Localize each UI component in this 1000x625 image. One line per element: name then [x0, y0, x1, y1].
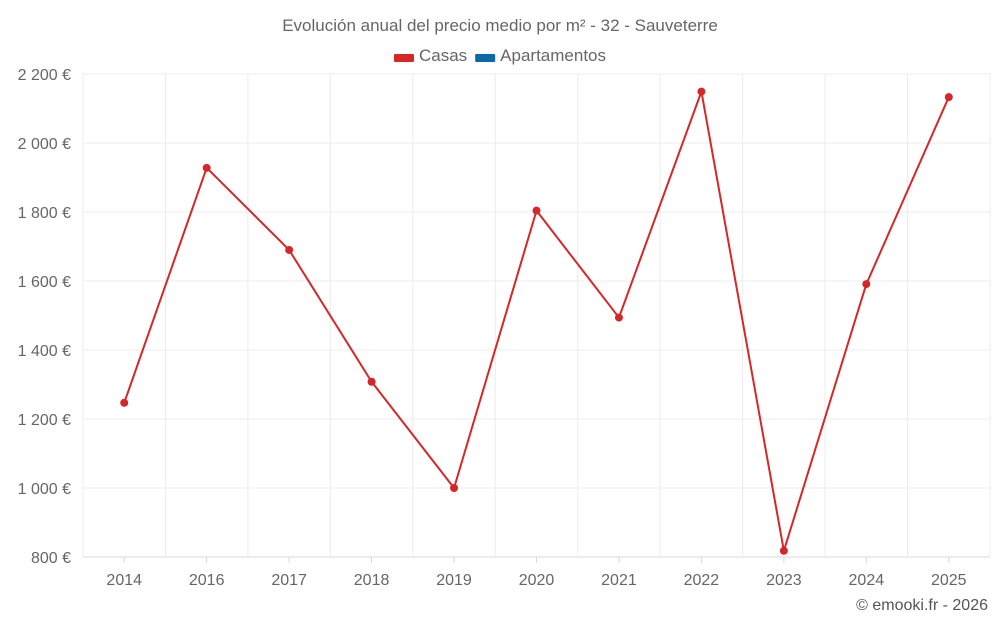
y-tick-label: 1 400 €: [18, 343, 71, 360]
data-point[interactable]: [450, 484, 459, 492]
legend-label: Apartamentos: [500, 46, 606, 65]
x-tick-label: 2020: [519, 572, 555, 589]
x-tick-label: 2018: [354, 572, 390, 589]
y-tick-label: 1 000 €: [18, 481, 71, 498]
x-tick-label: 2016: [189, 572, 225, 589]
legend-swatch: [393, 54, 414, 62]
x-tick-label: 2019: [436, 572, 472, 589]
y-tick-label: 1 600 €: [18, 274, 71, 291]
y-tick-label: 800 €: [31, 550, 71, 567]
credit-text: © emooki.fr - 2026: [856, 597, 988, 614]
legend: Casas Apartamentos: [393, 46, 606, 65]
legend-item-apartamentos[interactable]: Apartamentos: [475, 46, 606, 65]
data-point[interactable]: [367, 377, 376, 386]
data-point[interactable]: [614, 313, 623, 322]
x-tick-label: 2017: [271, 572, 307, 589]
chart-title: Evolución anual del precio medio por m² …: [282, 16, 718, 35]
x-tick-label: 2024: [849, 572, 885, 589]
x-tick-label: 2023: [766, 572, 802, 589]
y-tick-label: 1 200 €: [18, 412, 71, 429]
data-point[interactable]: [202, 163, 211, 172]
data-point[interactable]: [779, 546, 788, 555]
data-point[interactable]: [285, 245, 294, 254]
x-tick-label: 2014: [106, 572, 142, 589]
x-axis: 2014 2016 2017 2018 2019 2020 2021 2022 2023 2024…: [106, 557, 967, 589]
grid: [82, 73, 991, 558]
legend-swatch: [475, 54, 496, 62]
legend-label: Casas: [419, 46, 467, 65]
x-tick-label: 2021: [601, 572, 637, 589]
data-point[interactable]: [944, 93, 953, 102]
y-tick-label: 1 800 €: [18, 205, 71, 222]
series-layer: [120, 87, 953, 555]
legend-item-casas[interactable]: Casas: [393, 46, 467, 65]
y-axis: 800 € 1 000 € 1 200 € 1 400 € 1 600 € 1 800 €…: [18, 67, 71, 567]
y-tick-label: 2 000 €: [18, 136, 71, 153]
data-point[interactable]: [862, 280, 871, 289]
data-point[interactable]: [532, 206, 541, 215]
x-tick-label: 2022: [684, 572, 720, 589]
x-tick-label: 2025: [931, 572, 967, 589]
data-point[interactable]: [120, 398, 129, 407]
data-point[interactable]: [697, 87, 706, 96]
y-tick-label: 2 200 €: [18, 67, 71, 84]
